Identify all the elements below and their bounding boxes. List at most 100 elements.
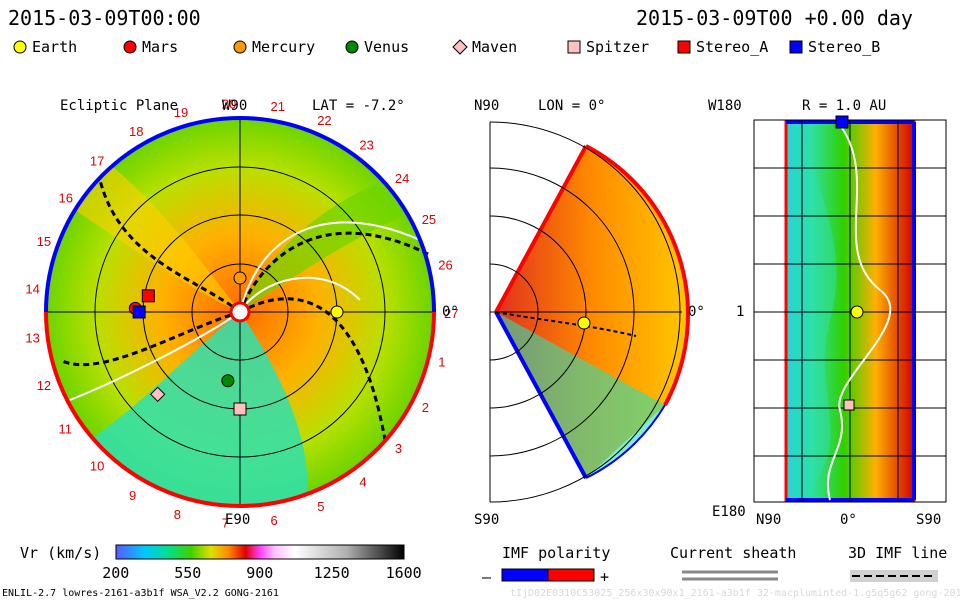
colorbar-tick: 550 — [174, 564, 201, 582]
legend-item-mercury: Mercury — [232, 38, 315, 56]
sector-label: 25 — [422, 212, 436, 227]
sector-label: 9 — [129, 488, 136, 503]
imf-plus: + — [600, 568, 609, 586]
positive-polarity-arc — [239, 311, 436, 508]
legend-item-stereo_b: Stereo_B — [788, 38, 880, 56]
sector-label: 16 — [59, 191, 73, 206]
ecliptic-right-label: 0° — [442, 304, 459, 320]
imf-line-label: 3D IMF line — [848, 544, 947, 562]
sector-label: 12 — [37, 378, 51, 393]
radial-r-label: R = 1.0 AU — [802, 98, 886, 114]
mercury-symbol-icon — [233, 40, 247, 54]
sector-label: 20 — [222, 96, 236, 111]
legend-item-stereo_a: Stereo_A — [676, 38, 768, 56]
imf-positive-swatch — [547, 568, 595, 582]
sector-label: 10 — [90, 459, 104, 474]
stereo_b-marker — [132, 305, 146, 319]
imf-label: IMF polarity — [502, 544, 610, 562]
colorbar-tick: 1250 — [314, 564, 350, 582]
legend-label: Mars — [142, 38, 179, 56]
sector-label: 7 — [222, 516, 229, 531]
radial-bottom-left-label: E180 — [712, 504, 746, 520]
radial-top-left-label: W180 — [708, 98, 742, 114]
colorbar-tick: 200 — [102, 564, 129, 582]
current-sheath-label: Current sheath — [670, 544, 796, 562]
meridional-bottom-label: S90 — [474, 512, 499, 528]
mars-symbol-icon — [123, 40, 137, 54]
sector-label: 8 — [174, 507, 181, 522]
object-legend: Earth Mars Mercury Venus Maven Spitzer Stereo_… — [0, 38, 960, 60]
sector-label: 19 — [174, 105, 188, 120]
sector-label: 11 — [59, 421, 73, 436]
colorbar-gradient — [115, 544, 405, 560]
colorbar: Vr (km/s) 200 550 900 1250 1600 — [20, 544, 422, 582]
legend-label: Spitzer — [586, 38, 650, 56]
meridional-top-label: N90 — [474, 98, 499, 114]
legend-label: Venus — [364, 38, 410, 56]
sector-label: 27 — [444, 306, 458, 321]
imf-line-legend: 3D IMF line — [848, 544, 947, 582]
green-stream — [240, 170, 434, 312]
sector-label: 17 — [90, 153, 104, 168]
sector-label: 3 — [395, 441, 402, 456]
radial-x-label-0: N90 — [756, 512, 781, 528]
venus-marker — [221, 374, 235, 388]
legend-label: Earth — [32, 38, 78, 56]
radial-mid-label: 1 — [736, 304, 744, 320]
earth-marker-meridional — [577, 316, 591, 330]
mercury-marker — [233, 271, 247, 285]
sector-label: 15 — [37, 234, 51, 249]
meridional-lon-label: LON = 0° — [538, 98, 605, 114]
legend-label: Stereo_B — [808, 38, 881, 56]
colorbar-tick: 1600 — [386, 564, 422, 582]
footer-left: ENLIL-2.7 lowres-2161-a3b1f WSA_V2.2 GON… — [2, 588, 279, 599]
sector-label: 23 — [359, 138, 373, 153]
maven-marker — [149, 386, 166, 403]
sector-label: 14 — [25, 282, 39, 297]
legend-label: Stereo_A — [696, 38, 769, 56]
ecliptic-bottom-label: E90 — [225, 512, 250, 528]
radial-x-label-2: S90 — [916, 512, 941, 528]
header-day-offset: 2015-03-09T00 +0.00 day — [636, 6, 913, 30]
imf-lines — [59, 179, 431, 441]
footer-right: tIjD02E0310C53025_256x30x90x1_2161-a3b1f… — [510, 588, 960, 599]
sector-label: 21 — [271, 99, 285, 114]
sector-label: 4 — [359, 474, 366, 489]
legend-item-maven: Maven — [452, 38, 517, 56]
maven-symbol-icon — [452, 39, 468, 55]
stereo_b-symbol-icon — [789, 40, 803, 54]
meridional-right-label: 0° — [688, 304, 705, 320]
stereo_a-symbol-icon — [677, 40, 691, 54]
meridional-panel: N90 LON = 0° S90 0° — [474, 98, 705, 528]
legend-label: Mercury — [252, 38, 316, 56]
legend-item-mars: Mars — [122, 38, 178, 56]
stereo_a-marker — [141, 289, 155, 303]
current-sheath-legend: Current sheath — [670, 544, 796, 581]
legend-label: Maven — [472, 38, 518, 56]
header-date: 2015-03-09T00:00 — [8, 6, 201, 30]
imf-minus: – — [482, 568, 492, 586]
imf-polarity-legend: IMF polarity – + — [482, 544, 610, 586]
legend-item-spitzer: Spitzer — [566, 38, 649, 56]
sector-label: 2 — [422, 400, 429, 415]
sector-label: 1 — [438, 354, 445, 369]
sector-label: 13 — [25, 330, 39, 345]
sun-marker — [229, 301, 251, 323]
earth-symbol-icon — [13, 40, 27, 54]
venus-symbol-icon — [345, 40, 359, 54]
radial-x-label-1: 0° — [840, 512, 857, 528]
sector-label: 6 — [271, 513, 278, 528]
radial-panel: W180 R = 1.0 AU 1 E180 N90 0° S90 — [708, 98, 947, 528]
spitzer-symbol-icon — [567, 40, 581, 54]
current-sheath-lines — [69, 221, 421, 401]
earth-marker — [330, 305, 344, 319]
spitzer-marker — [233, 402, 247, 416]
ecliptic-top-label: W90 — [222, 98, 247, 114]
sector-label: 22 — [317, 113, 331, 128]
ecliptic-lat-label: LAT = -7.2° — [312, 98, 405, 114]
sector-label: 24 — [395, 171, 409, 186]
sector-label: 26 — [438, 258, 452, 273]
imf-negative-swatch — [501, 568, 549, 582]
